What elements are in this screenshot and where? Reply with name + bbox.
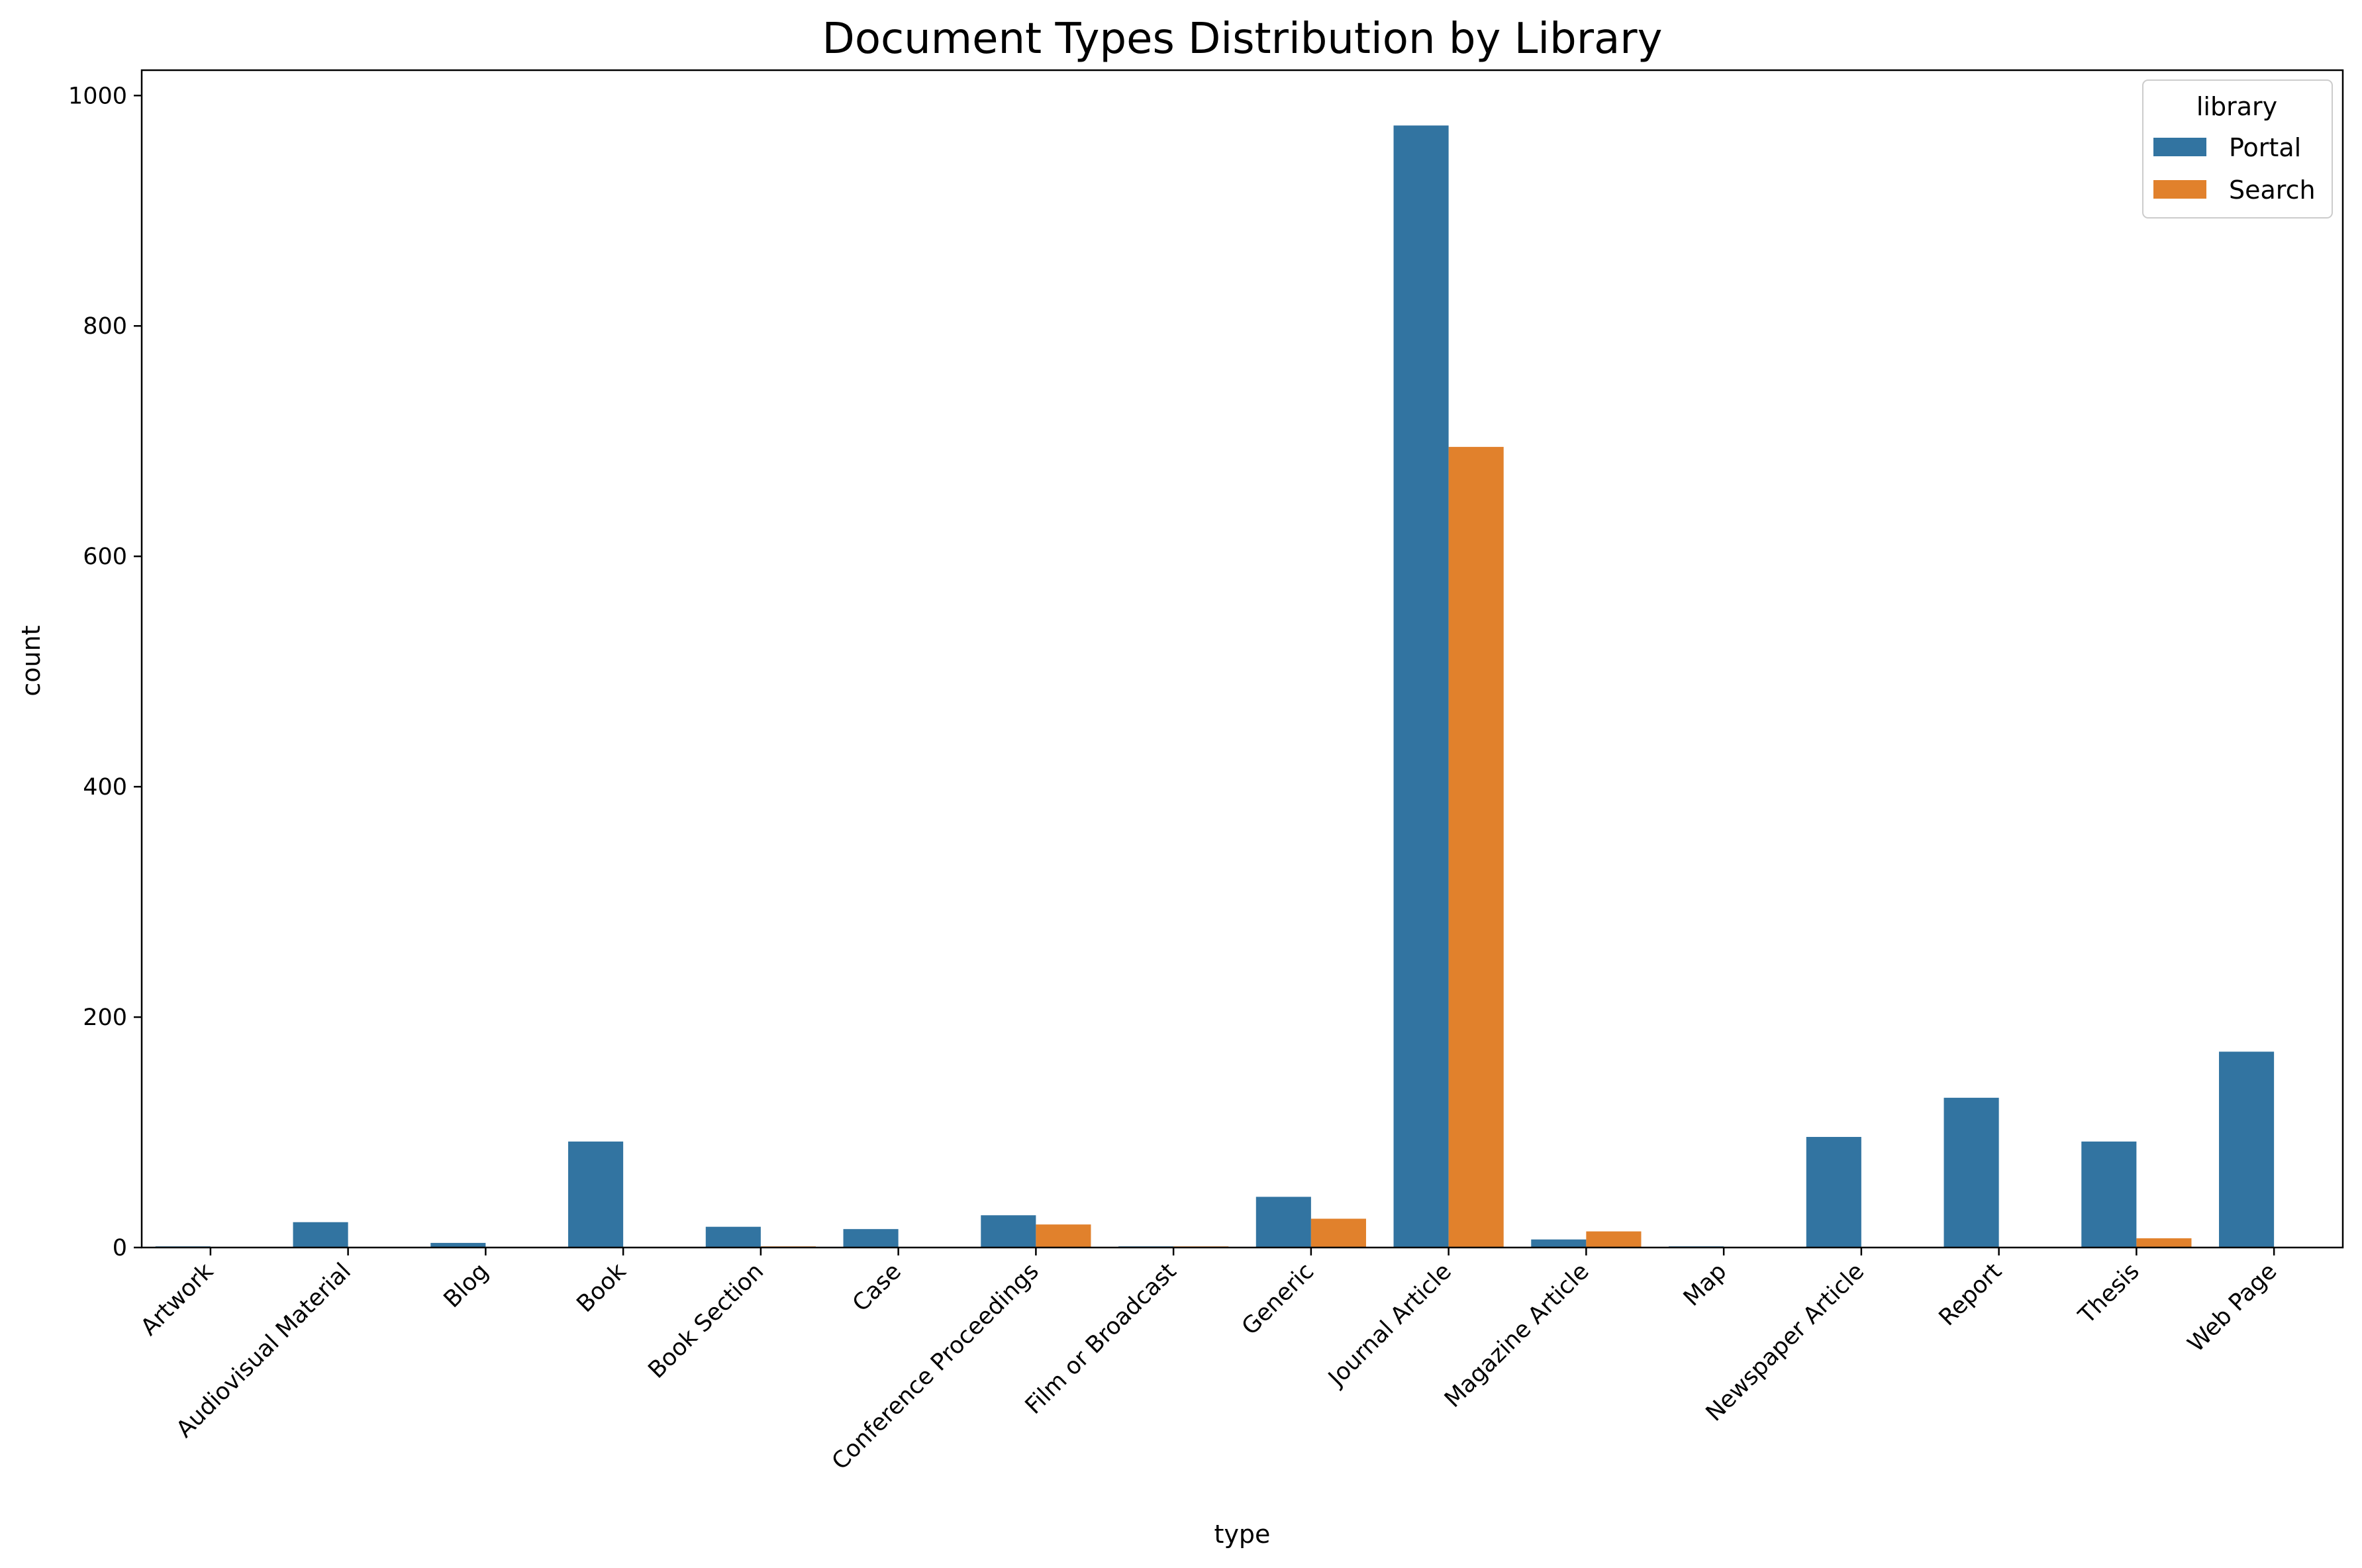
x-tick-label: Web Page — [2183, 1258, 2282, 1357]
x-tick-label: Report — [1934, 1258, 2007, 1331]
y-tick-label: 1000 — [68, 83, 127, 109]
y-tick-label: 400 — [83, 774, 127, 801]
x-tick-label: Newspaper Article — [1701, 1258, 1869, 1426]
y-tick-label: 200 — [83, 1004, 127, 1031]
bar-search — [1036, 1224, 1091, 1248]
legend-swatch-search — [2153, 180, 2206, 199]
y-tick-label: 0 — [113, 1235, 127, 1261]
bar-search — [1586, 1231, 1642, 1248]
legend-label-search: Search — [2229, 175, 2316, 205]
bar-portal — [843, 1229, 899, 1248]
bar-portal — [2219, 1052, 2275, 1248]
bar-portal — [1806, 1136, 1861, 1248]
bar-portal — [705, 1226, 761, 1248]
legend-label-portal: Portal — [2229, 133, 2301, 162]
bar-portal — [981, 1215, 1036, 1248]
y-tick-label: 600 — [83, 544, 127, 570]
x-tick-label: Book Section — [644, 1258, 769, 1384]
bar-portal — [430, 1243, 486, 1248]
x-tick-label: Book — [572, 1258, 632, 1318]
plot-frame — [140, 69, 2344, 1249]
legend: library Portal Search — [2142, 79, 2333, 219]
bars — [155, 125, 2275, 1248]
bar-portal — [1531, 1239, 1587, 1248]
legend-swatch-portal — [2153, 138, 2206, 156]
x-tick-label: Thesis — [2073, 1258, 2145, 1330]
legend-title: library — [2196, 92, 2277, 121]
chart-title: Document Types Distribution by Library — [822, 15, 1663, 64]
x-tick-label: Generic — [1237, 1258, 1319, 1340]
bar-search — [2136, 1238, 2192, 1248]
x-tick-label: Case — [848, 1258, 907, 1317]
bar-search — [1448, 446, 1504, 1248]
bar-portal — [1255, 1197, 1311, 1248]
y-axis-label: count — [17, 625, 46, 696]
x-tick-label: Magazine Article — [1440, 1258, 1595, 1413]
x-axis-label: type — [1214, 1520, 1271, 1549]
bar-search — [1310, 1218, 1366, 1248]
x-tick-label: Film or Broadcast — [1020, 1258, 1182, 1420]
x-tick-label: Journal Article — [1322, 1258, 1457, 1393]
y-axis: 0 200 400 600 800 1000 — [68, 83, 142, 1261]
y-tick-label: 800 — [83, 313, 127, 340]
bar-portal — [568, 1141, 624, 1248]
bar-portal — [1393, 125, 1449, 1248]
x-tick-label: Map — [1679, 1258, 1732, 1312]
bar-portal — [1944, 1097, 1999, 1248]
bar-portal — [293, 1222, 348, 1248]
bar-portal — [2081, 1141, 2137, 1248]
x-tick-label: Blog — [439, 1258, 494, 1313]
x-tick-label: Artwork — [136, 1258, 219, 1342]
